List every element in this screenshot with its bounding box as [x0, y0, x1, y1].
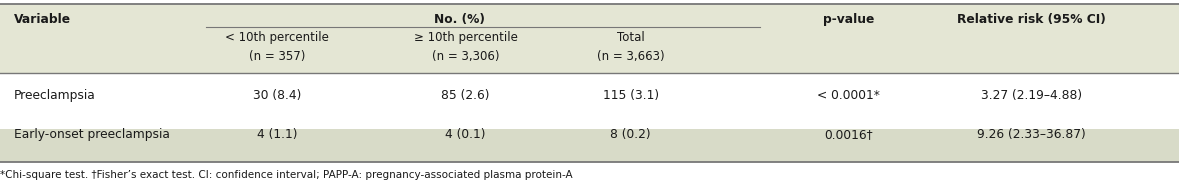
Text: Variable: Variable	[14, 13, 71, 26]
Text: *Chi-square test. †Fisher’s exact test. CI: confidence interval; PAPP-A: pregnan: *Chi-square test. †Fisher’s exact test. …	[0, 170, 573, 180]
Text: Relative risk (95% CI): Relative risk (95% CI)	[957, 13, 1106, 26]
Text: Early-onset preeclampsia: Early-onset preeclampsia	[14, 128, 170, 141]
Text: 85 (2.6): 85 (2.6)	[441, 89, 490, 102]
Text: 3.27 (2.19–4.88): 3.27 (2.19–4.88)	[981, 89, 1082, 102]
Text: No. (%): No. (%)	[434, 13, 486, 26]
Text: ≥ 10th percentile: ≥ 10th percentile	[414, 31, 518, 44]
Text: 9.26 (2.33–36.87): 9.26 (2.33–36.87)	[977, 128, 1086, 141]
Text: 0.0016†: 0.0016†	[824, 128, 874, 141]
Text: 4 (0.1): 4 (0.1)	[446, 128, 486, 141]
Text: < 10th percentile: < 10th percentile	[225, 31, 329, 44]
Bar	[0, 4, 1179, 73]
Text: p-value: p-value	[823, 13, 875, 26]
Bar	[0, 129, 1179, 162]
Text: 4 (1.1): 4 (1.1)	[257, 128, 297, 141]
Text: < 0.0001*: < 0.0001*	[817, 89, 881, 102]
Text: (n = 3,306): (n = 3,306)	[432, 50, 500, 63]
Text: Total: Total	[617, 31, 645, 44]
Text: (n = 357): (n = 357)	[249, 50, 305, 63]
Text: Preeclampsia: Preeclampsia	[14, 89, 95, 102]
Text: 30 (8.4): 30 (8.4)	[252, 89, 302, 102]
Text: 115 (3.1): 115 (3.1)	[602, 89, 659, 102]
Text: 8 (0.2): 8 (0.2)	[611, 128, 651, 141]
Text: (n = 3,663): (n = 3,663)	[597, 50, 665, 63]
